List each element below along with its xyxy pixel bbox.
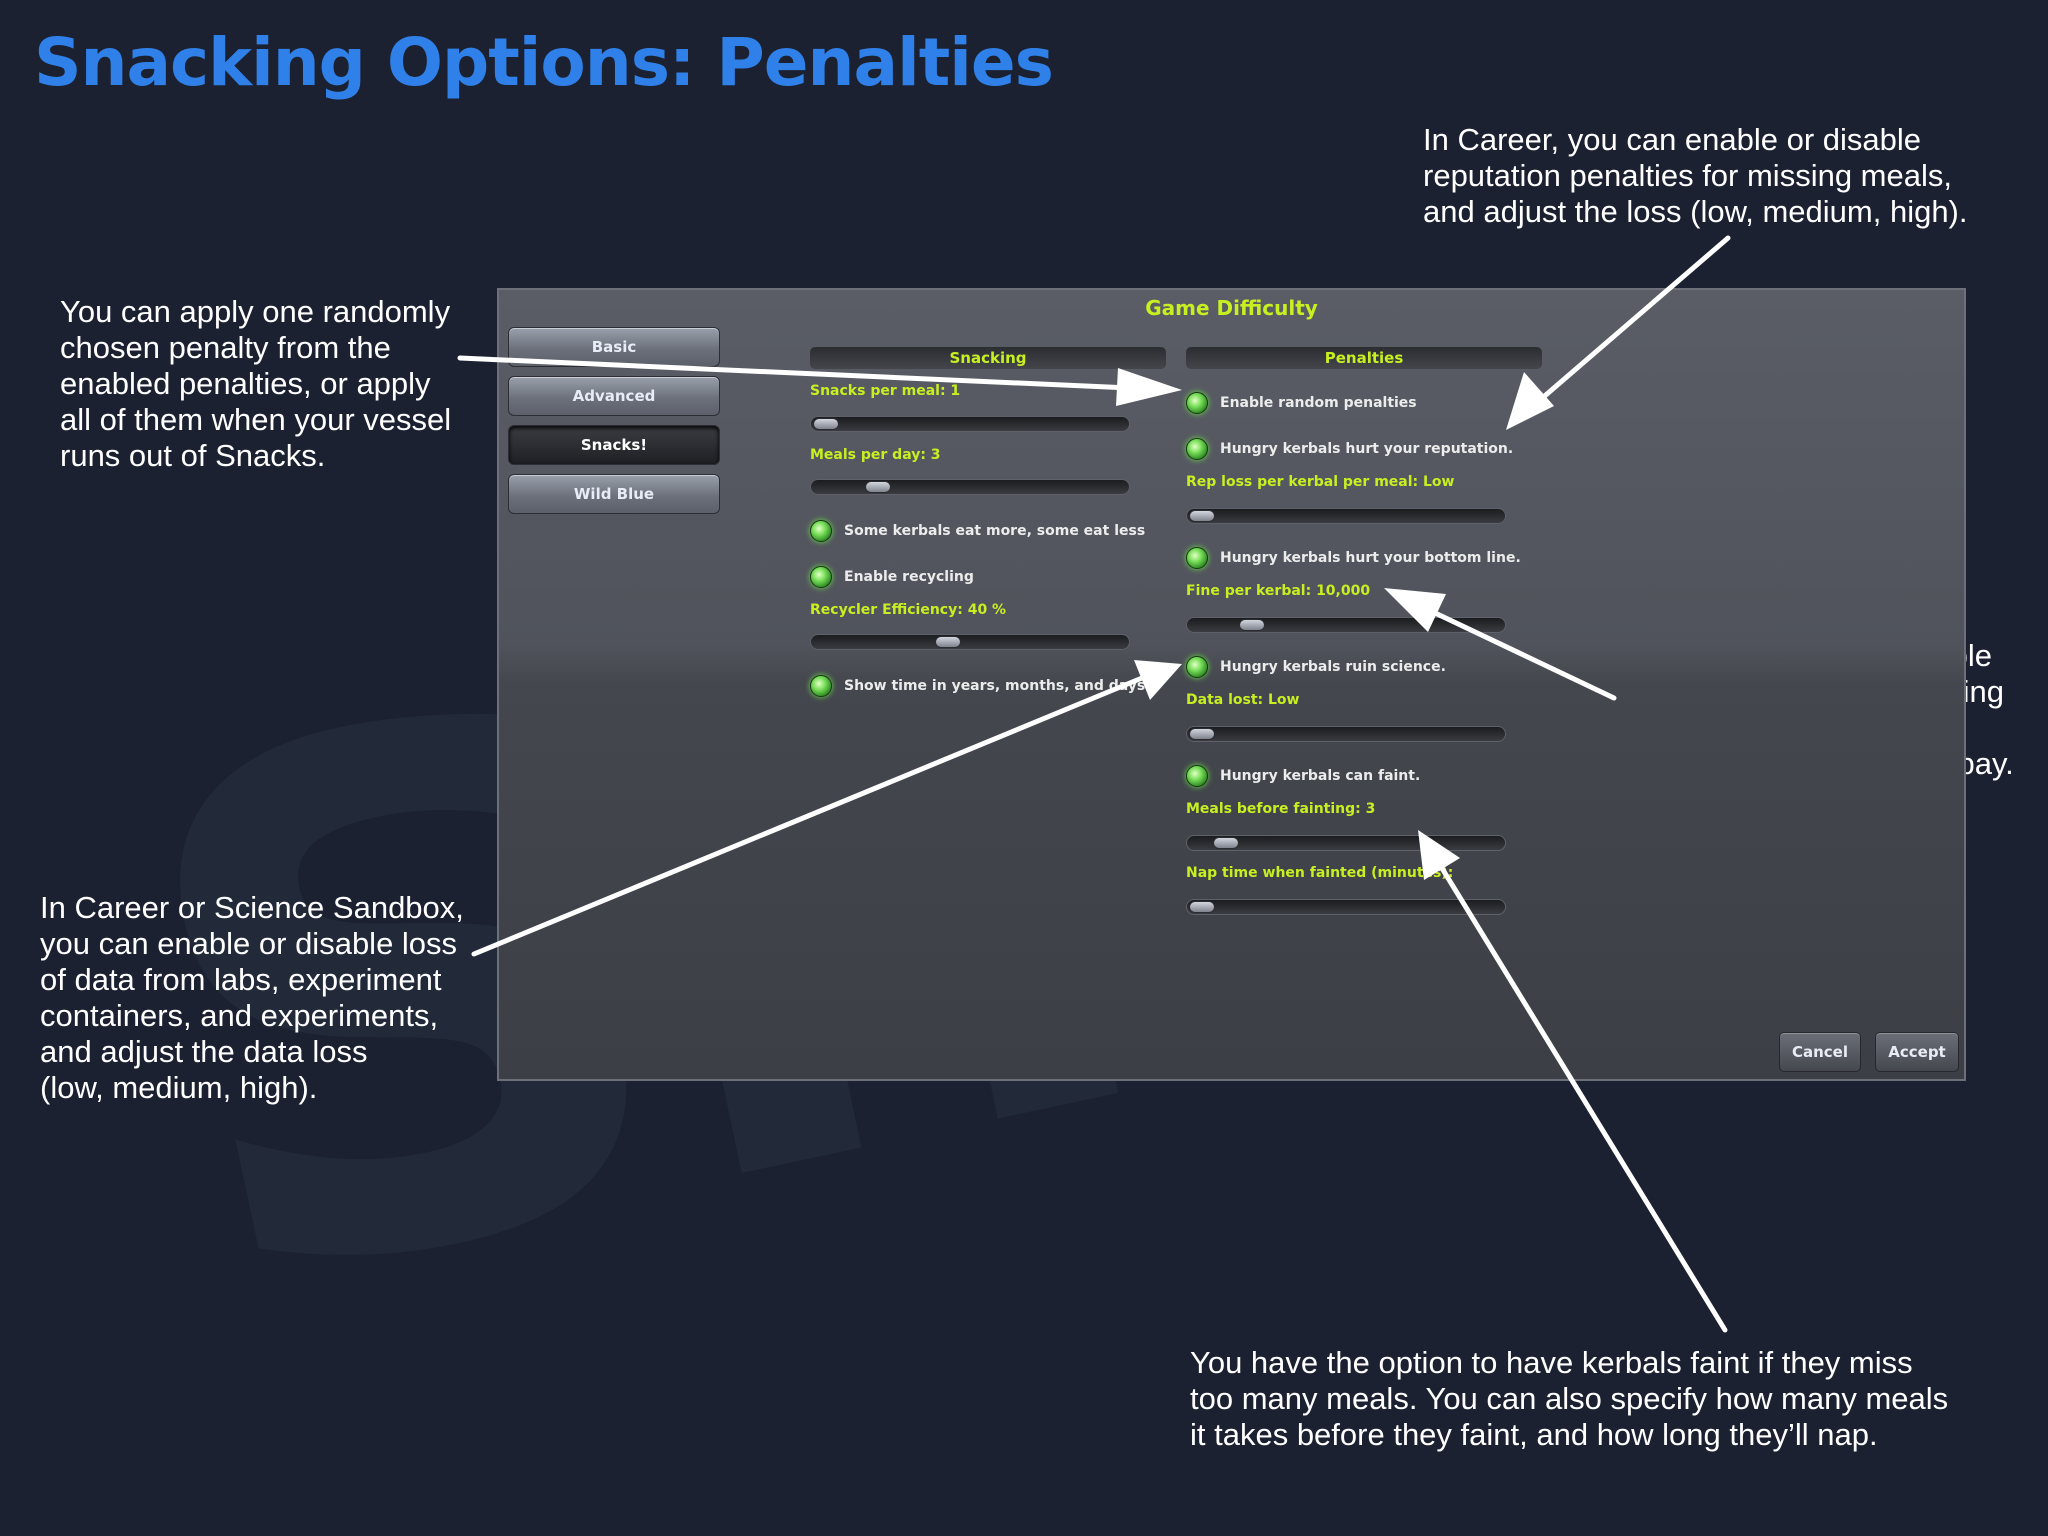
snacks-per-meal-slider[interactable] — [810, 416, 1130, 432]
toggle-led-icon — [1186, 392, 1208, 414]
toggle-label: Hungry kerbals can faint. — [1220, 768, 1421, 784]
toggle-label: Hungry kerbals hurt your bottom line. — [1220, 550, 1521, 566]
penalties-header: Penalties — [1186, 347, 1542, 369]
toggle-label: Show time in years, months, and days — [844, 678, 1146, 694]
slider-knob[interactable] — [1189, 901, 1215, 913]
accept-button[interactable]: Accept — [1875, 1032, 1959, 1072]
nap-time-slider[interactable] — [1186, 899, 1506, 915]
callout-random-penalties: You can apply one randomly chosen penalt… — [60, 294, 452, 473]
snacks-per-meal-label: Snacks per meal: 1 — [810, 383, 961, 399]
slider-knob[interactable] — [1189, 728, 1215, 740]
recycler-efficiency-slider[interactable] — [810, 634, 1130, 650]
meals-before-fainting-slider[interactable] — [1186, 835, 1506, 851]
callout-reputation: In Career, you can enable or disable rep… — [1423, 122, 1968, 229]
slider-knob[interactable] — [813, 418, 839, 430]
callout-science: In Career or Science Sandbox, you can en… — [40, 890, 464, 1105]
meals-per-day-label: Meals per day: 3 — [810, 447, 941, 463]
page-title: Snacking Options: Penalties — [34, 24, 1054, 101]
game-difficulty-dialog: Game Difficulty Basic Advanced Snacks! W… — [497, 288, 1966, 1081]
toggle-led-icon — [810, 675, 832, 697]
rep-loss-label: Rep loss per kerbal per meal: Low — [1186, 474, 1455, 490]
toggle-show-time[interactable]: Show time in years, months, and days — [810, 675, 1145, 697]
toggle-label: Enable random penalties — [1220, 395, 1417, 411]
snacking-header: Snacking — [810, 347, 1166, 369]
callout-fainting: You have the option to have kerbals fain… — [1190, 1345, 1949, 1452]
slider-knob[interactable] — [1213, 837, 1239, 849]
recycler-efficiency-label: Recycler Efficiency: 40 % — [810, 602, 1007, 618]
data-lost-slider[interactable] — [1186, 726, 1506, 742]
rep-loss-slider[interactable] — [1186, 508, 1506, 524]
tab-advanced[interactable]: Advanced — [508, 376, 720, 416]
toggle-ruin-science[interactable]: Hungry kerbals ruin science. — [1186, 656, 1446, 678]
cancel-button[interactable]: Cancel — [1779, 1032, 1861, 1072]
slider-knob[interactable] — [935, 636, 961, 648]
toggle-led-icon — [1186, 547, 1208, 569]
data-lost-label: Data lost: Low — [1186, 692, 1300, 708]
nap-time-label: Nap time when fainted (minutes): — [1186, 865, 1454, 881]
tab-snacks[interactable]: Snacks! — [508, 425, 720, 465]
toggle-led-icon — [1186, 656, 1208, 678]
toggle-led-icon — [810, 566, 832, 588]
tab-basic[interactable]: Basic — [508, 327, 720, 367]
tab-wild-blue[interactable]: Wild Blue — [508, 474, 720, 514]
toggle-label: Hungry kerbals hurt your reputation. — [1220, 441, 1514, 457]
slider-knob[interactable] — [1239, 619, 1265, 631]
toggle-label: Hungry kerbals ruin science. — [1220, 659, 1446, 675]
toggle-random-penalties[interactable]: Enable random penalties — [1186, 392, 1417, 414]
fine-per-kerbal-label: Fine per kerbal: 10,000 — [1186, 583, 1371, 599]
toggle-bottom-line[interactable]: Hungry kerbals hurt your bottom line. — [1186, 547, 1521, 569]
slider-knob[interactable] — [865, 481, 891, 493]
toggle-led-icon — [810, 520, 832, 542]
toggle-eat-more[interactable]: Some kerbals eat more, some eat less — [810, 520, 1145, 542]
slider-knob[interactable] — [1189, 510, 1215, 522]
toggle-led-icon — [1186, 765, 1208, 787]
meals-before-fainting-label: Meals before fainting: 3 — [1186, 801, 1376, 817]
dialog-title: Game Difficulty — [1145, 296, 1318, 320]
toggle-label: Some kerbals eat more, some eat less — [844, 523, 1146, 539]
fine-per-kerbal-slider[interactable] — [1186, 617, 1506, 633]
toggle-recycling[interactable]: Enable recycling — [810, 566, 974, 588]
toggle-led-icon — [1186, 438, 1208, 460]
toggle-faint[interactable]: Hungry kerbals can faint. — [1186, 765, 1420, 787]
toggle-reputation[interactable]: Hungry kerbals hurt your reputation. — [1186, 438, 1513, 460]
toggle-label: Enable recycling — [844, 569, 974, 585]
meals-per-day-slider[interactable] — [810, 479, 1130, 495]
